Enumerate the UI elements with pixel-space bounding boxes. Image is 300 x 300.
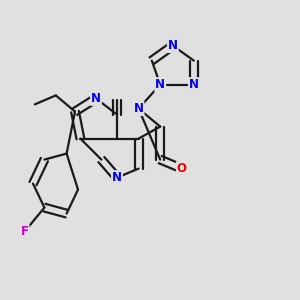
Text: N: N — [189, 78, 199, 91]
Text: N: N — [155, 78, 165, 91]
Text: N: N — [134, 102, 144, 115]
Text: N: N — [168, 39, 178, 52]
Text: N: N — [91, 92, 101, 105]
Text: F: F — [21, 225, 28, 238]
Text: O: O — [177, 162, 187, 175]
Text: N: N — [112, 171, 122, 184]
